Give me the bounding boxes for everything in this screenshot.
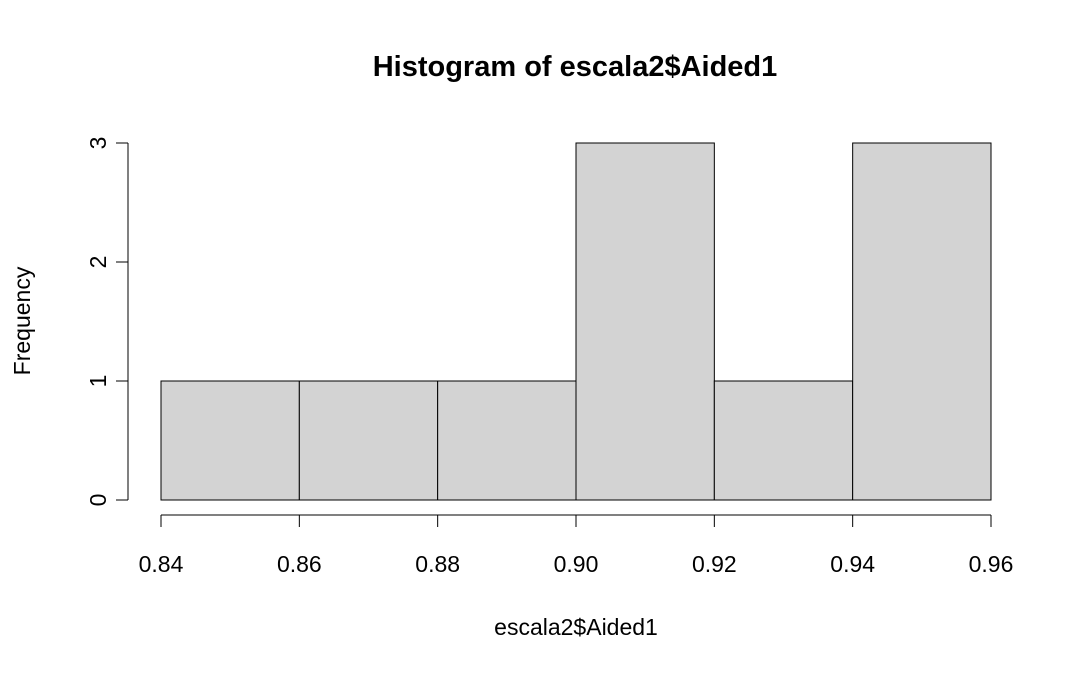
bars-group xyxy=(160,142,992,501)
y-axis-label: Frequency xyxy=(9,266,35,375)
x-tick-label: 0.94 xyxy=(830,551,875,577)
histogram-bar xyxy=(298,380,439,501)
histogram-bar xyxy=(575,142,715,501)
histogram-bar xyxy=(852,142,992,501)
x-tick-label: 0.86 xyxy=(277,551,322,577)
x-tick-label: 0.84 xyxy=(139,551,184,577)
y-tick-label: 0 xyxy=(85,494,111,507)
chart-title: Histogram of escala2$Aided1 xyxy=(373,51,778,83)
y-axis: 0 1 2 3 xyxy=(85,137,129,507)
histogram-bar xyxy=(160,380,300,501)
x-tick-label: 0.90 xyxy=(554,551,599,577)
histogram-bar xyxy=(713,380,854,501)
y-tick-label: 3 xyxy=(85,137,111,150)
x-tick-label: 0.92 xyxy=(692,551,737,577)
histogram-bar xyxy=(437,380,577,501)
x-axis-label: escala2$Aided1 xyxy=(494,614,658,640)
x-tick-label: 0.88 xyxy=(415,551,460,577)
y-tick-label: 1 xyxy=(85,375,111,388)
x-tick-label: 0.96 xyxy=(969,551,1014,577)
y-tick-label: 2 xyxy=(85,256,111,269)
x-axis: 0.84 0.86 0.88 0.90 0.92 0.94 0.96 xyxy=(139,514,1014,577)
